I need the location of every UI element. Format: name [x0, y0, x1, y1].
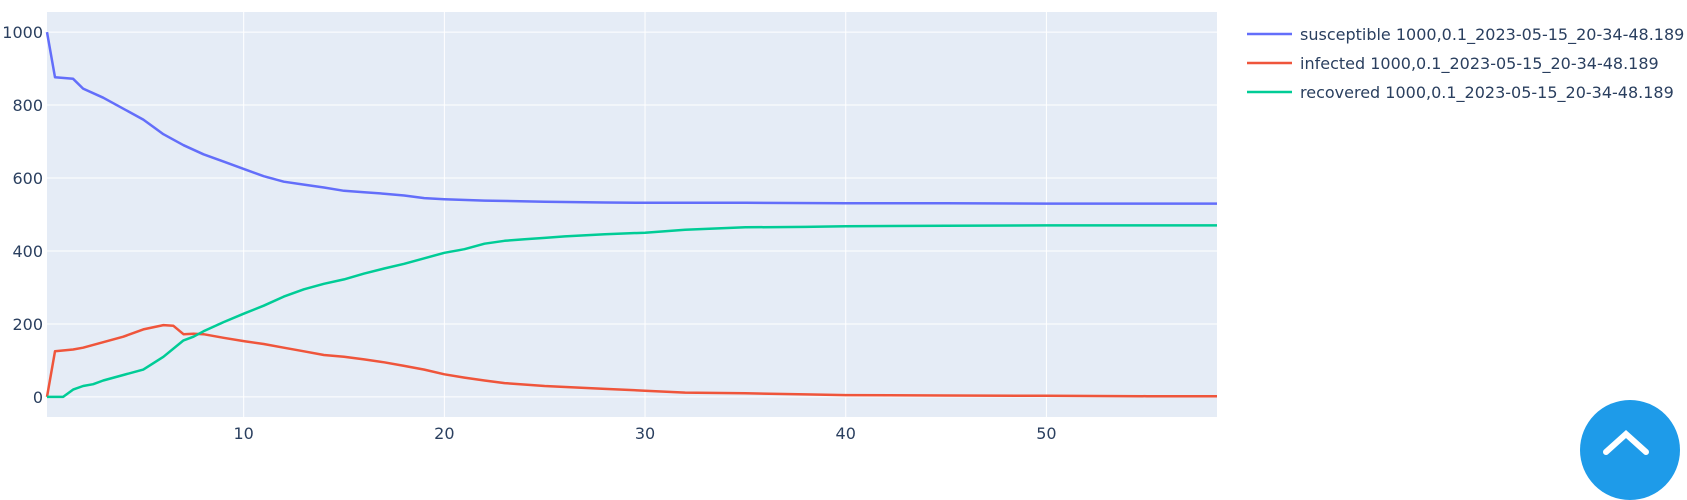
scroll-top-button[interactable] [1580, 400, 1680, 500]
legend-label: susceptible 1000,0.1_2023-05-15_20-34-48… [1300, 25, 1684, 45]
legend-item-1[interactable]: infected 1000,0.1_2023-05-15_20-34-48.18… [1247, 54, 1659, 74]
series-line-2 [47, 224, 1217, 399]
plot-background [47, 12, 1217, 417]
series-line-1 [45, 323, 1217, 398]
legend-label: infected 1000,0.1_2023-05-15_20-34-48.18… [1300, 54, 1659, 74]
legend-item-0[interactable]: susceptible 1000,0.1_2023-05-15_20-34-48… [1247, 25, 1684, 45]
y-tick-label: 0 [33, 388, 43, 407]
legend-item-2[interactable]: recovered 1000,0.1_2023-05-15_20-34-48.1… [1247, 83, 1674, 103]
y-tick-label: 1000 [2, 23, 43, 42]
legend-label: recovered 1000,0.1_2023-05-15_20-34-48.1… [1300, 83, 1674, 103]
series-lines [45, 31, 1217, 399]
series-line-0 [45, 31, 1217, 205]
x-tick-label: 50 [1036, 424, 1056, 443]
x-tick-label: 30 [635, 424, 655, 443]
y-tick-label: 400 [12, 242, 43, 261]
x-tick-label: 40 [836, 424, 856, 443]
y-tick-label: 800 [12, 96, 43, 115]
y-tick-label: 200 [12, 315, 43, 334]
x-tick-label: 10 [233, 424, 253, 443]
axes: 0 200 400 600 800 1000 10 20 30 40 50 [2, 23, 1056, 443]
x-tick-label: 20 [434, 424, 454, 443]
grid [47, 12, 1217, 417]
chevron-icon [1603, 429, 1649, 455]
chart: 0 200 400 600 800 1000 10 20 30 40 50 susceptible … [2, 12, 1684, 443]
y-tick-label: 600 [12, 169, 43, 188]
legend[interactable]: susceptible 1000,0.1_2023-05-15_20-34-48… [1247, 25, 1684, 103]
